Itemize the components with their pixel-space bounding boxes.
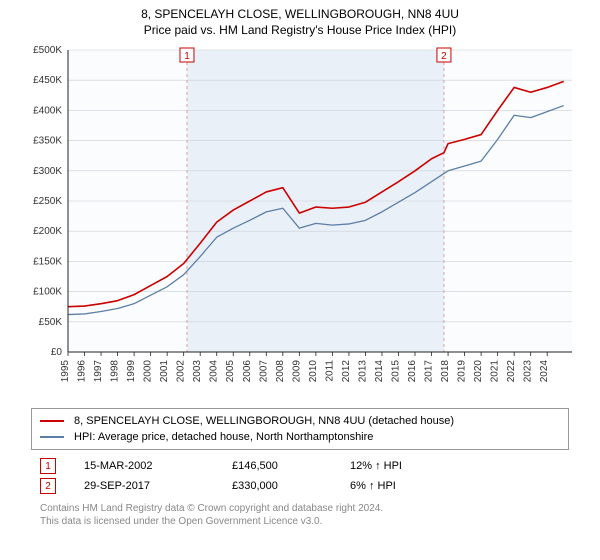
svg-text:£250K: £250K	[33, 196, 62, 207]
footer-note: Contains HM Land Registry data © Crown c…	[40, 502, 560, 528]
svg-text:2021: 2021	[490, 360, 501, 383]
marker-date-2: 29-SEP-2017	[84, 480, 204, 492]
svg-text:£500K: £500K	[33, 45, 62, 56]
title-block: 8, SPENCELAYH CLOSE, WELLINGBOROUGH, NN8…	[0, 0, 600, 38]
svg-text:1997: 1997	[93, 360, 104, 383]
svg-text:£0: £0	[51, 347, 63, 358]
svg-text:£50K: £50K	[39, 317, 63, 328]
svg-text:£400K: £400K	[33, 106, 62, 117]
marker-price-1: £146,500	[232, 460, 322, 472]
svg-text:2002: 2002	[176, 360, 187, 383]
legend-swatch-property	[40, 420, 64, 422]
footer-line-1: Contains HM Land Registry data © Crown c…	[40, 502, 560, 515]
svg-text:£100K: £100K	[33, 287, 62, 298]
svg-text:1996: 1996	[77, 360, 88, 383]
svg-text:2: 2	[441, 51, 447, 62]
marker-row-2: 2 29-SEP-2017 £330,000 6% ↑ HPI	[40, 476, 560, 496]
svg-text:£200K: £200K	[33, 227, 62, 238]
svg-text:2020: 2020	[473, 360, 484, 383]
svg-text:2000: 2000	[143, 360, 154, 383]
svg-text:2010: 2010	[308, 360, 319, 383]
marker-note-2: 6% ↑ HPI	[350, 480, 470, 492]
svg-text:2009: 2009	[291, 360, 302, 383]
svg-text:2019: 2019	[457, 360, 468, 383]
marker-note-1: 12% ↑ HPI	[350, 460, 470, 472]
svg-text:2003: 2003	[192, 360, 203, 383]
svg-text:2008: 2008	[275, 360, 286, 383]
legend-row-hpi: HPI: Average price, detached house, Nort…	[40, 429, 560, 445]
legend-label-hpi: HPI: Average price, detached house, Nort…	[74, 431, 373, 443]
svg-text:2018: 2018	[440, 360, 451, 383]
svg-text:2016: 2016	[407, 360, 418, 383]
svg-text:2023: 2023	[523, 360, 534, 383]
legend-box: 8, SPENCELAYH CLOSE, WELLINGBOROUGH, NN8…	[31, 408, 569, 450]
footer-line-2: This data is licensed under the Open Gov…	[40, 515, 560, 528]
legend-label-property: 8, SPENCELAYH CLOSE, WELLINGBOROUGH, NN8…	[74, 415, 454, 427]
svg-text:£150K: £150K	[33, 257, 62, 268]
marker-chip-1: 1	[40, 458, 56, 474]
marker-row-1: 1 15-MAR-2002 £146,500 12% ↑ HPI	[40, 456, 560, 476]
svg-text:2024: 2024	[539, 360, 550, 383]
svg-text:£450K: £450K	[33, 76, 62, 87]
svg-text:1998: 1998	[110, 360, 121, 383]
title-line-1: 8, SPENCELAYH CLOSE, WELLINGBOROUGH, NN8…	[0, 6, 600, 22]
svg-text:2006: 2006	[242, 360, 253, 383]
svg-text:£300K: £300K	[33, 166, 62, 177]
marker-date-1: 15-MAR-2002	[84, 460, 204, 472]
svg-text:2011: 2011	[324, 360, 335, 382]
marker-chip-2: 2	[40, 478, 56, 494]
legend-row-property: 8, SPENCELAYH CLOSE, WELLINGBOROUGH, NN8…	[40, 413, 560, 429]
svg-text:2007: 2007	[258, 360, 269, 383]
svg-text:2015: 2015	[390, 360, 401, 383]
svg-text:2004: 2004	[209, 360, 220, 383]
svg-text:1999: 1999	[126, 360, 137, 383]
svg-text:2014: 2014	[374, 360, 385, 383]
svg-text:2012: 2012	[341, 360, 352, 383]
marker-price-2: £330,000	[232, 480, 322, 492]
title-line-2: Price paid vs. HM Land Registry's House …	[0, 22, 600, 38]
markers-table: 1 15-MAR-2002 £146,500 12% ↑ HPI 2 29-SE…	[40, 456, 560, 496]
legend-swatch-hpi	[40, 436, 64, 438]
svg-text:2001: 2001	[159, 360, 170, 383]
chart-svg: £0 £50K £100K £150K £200K £250K £300K £350K £400…	[20, 42, 580, 402]
svg-text:2013: 2013	[357, 360, 368, 383]
chart-area: £0 £50K £100K £150K £200K £250K £300K £350K £400…	[20, 42, 580, 402]
svg-text:1: 1	[184, 51, 190, 62]
svg-text:2022: 2022	[506, 360, 517, 383]
svg-text:2005: 2005	[225, 360, 236, 383]
svg-text:2017: 2017	[424, 360, 435, 383]
svg-text:£350K: £350K	[33, 136, 62, 147]
svg-text:1995: 1995	[60, 360, 71, 383]
